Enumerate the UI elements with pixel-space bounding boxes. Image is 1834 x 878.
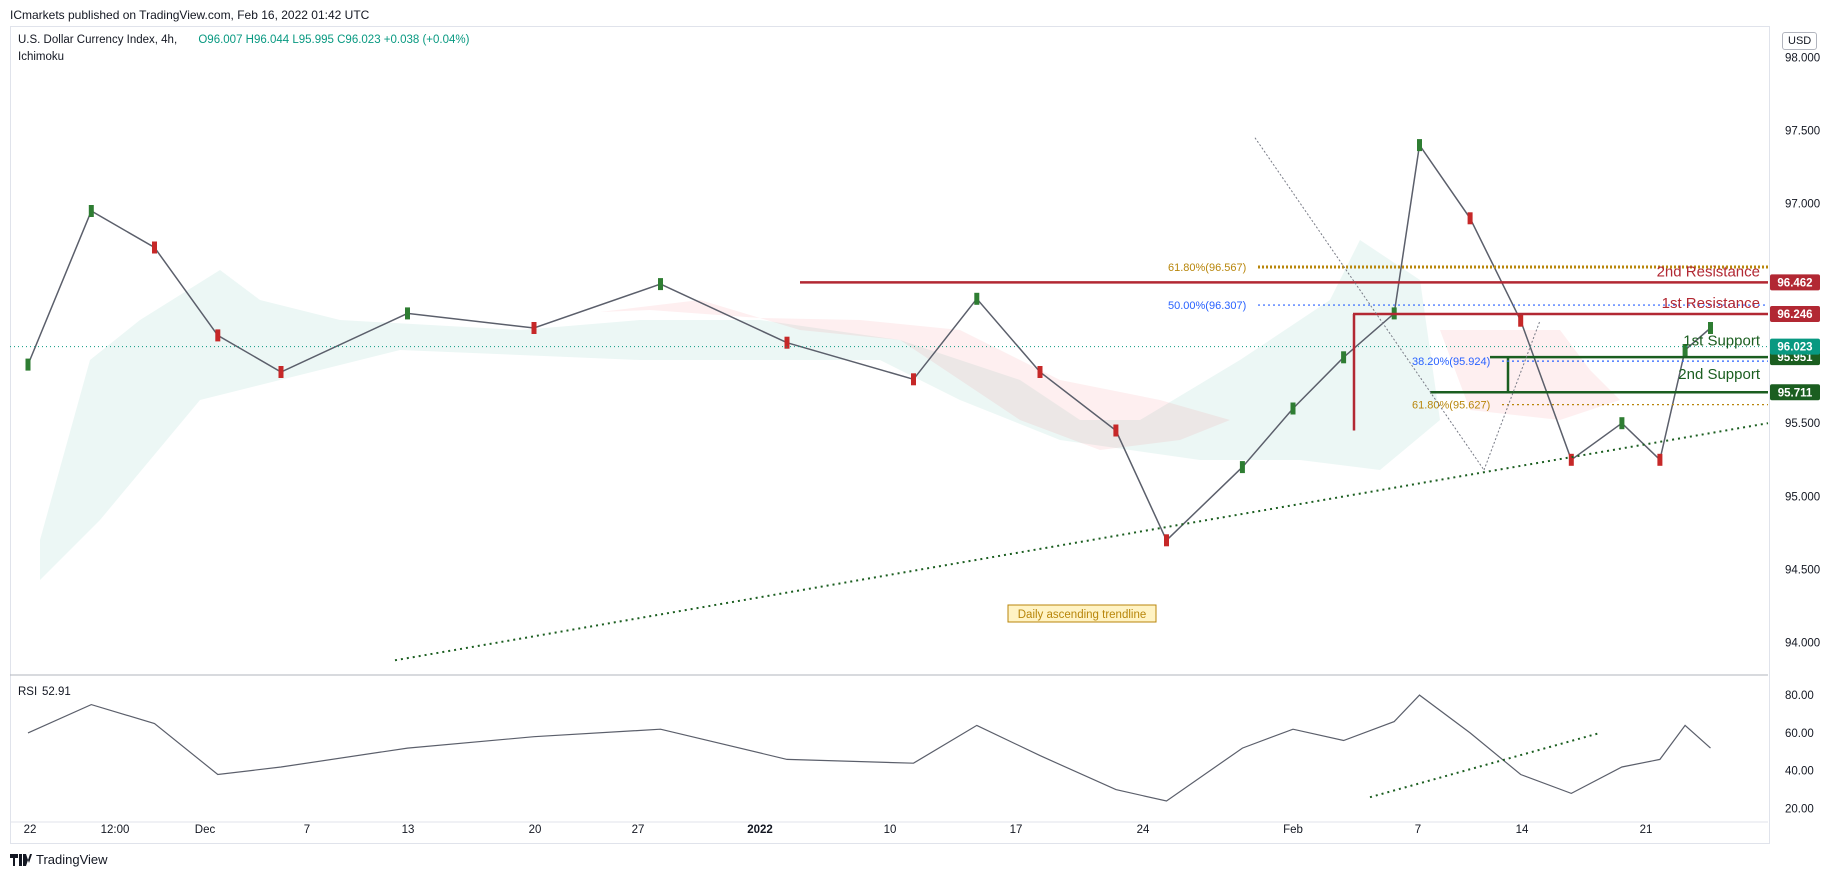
rsi-axis-tick: 20.00 bbox=[1785, 804, 1814, 816]
time-axis-tick: 12:00 bbox=[101, 824, 130, 836]
price-candle bbox=[531, 322, 537, 334]
rsi-label: RSI bbox=[18, 686, 37, 698]
price-candle bbox=[974, 292, 980, 305]
level-price-tag: 95.711 bbox=[1770, 384, 1820, 401]
time-axis-tick: 13 bbox=[402, 824, 415, 836]
time-axis-tick: 7 bbox=[304, 824, 310, 836]
chart-frame bbox=[10, 26, 1770, 844]
time-axis-tick: Dec bbox=[195, 824, 216, 836]
price-candle bbox=[405, 307, 410, 320]
ichimoku-cloud-green bbox=[40, 240, 1440, 580]
trendline-label-box bbox=[1007, 604, 1157, 623]
price-candle bbox=[1037, 366, 1043, 378]
level-annotation: 2nd Support bbox=[1678, 366, 1761, 383]
rsi-value: 52.91 bbox=[42, 686, 71, 698]
fib-diagonal bbox=[1254, 137, 1485, 471]
price-line bbox=[27, 143, 1711, 542]
price-candle bbox=[1568, 453, 1574, 466]
level-tag-text: 96.462 bbox=[1777, 277, 1812, 289]
price-candle bbox=[1341, 351, 1347, 364]
price-axis-tick: 95.000 bbox=[1785, 491, 1820, 503]
time-axis-tick: 24 bbox=[1137, 824, 1150, 836]
ohlc-values: O96.007 H96.044 L95.995 C96.023 +0.038 (… bbox=[198, 34, 470, 46]
level-tag-text: 96.246 bbox=[1777, 309, 1812, 321]
time-axis-tick: 20 bbox=[529, 824, 542, 836]
ichimoku-cloud-red bbox=[600, 300, 1230, 450]
price-candle bbox=[1657, 453, 1663, 466]
level-tag-bg bbox=[1770, 274, 1820, 291]
price-candle bbox=[1113, 424, 1119, 437]
tradingview-logo-icon bbox=[10, 853, 32, 866]
price-candle bbox=[1290, 402, 1296, 415]
price-candle bbox=[88, 205, 94, 217]
price-candle bbox=[1467, 212, 1473, 225]
price-axis-tick: 94.000 bbox=[1785, 638, 1820, 650]
price-candle bbox=[1518, 314, 1524, 327]
price-candle bbox=[911, 373, 916, 386]
rsi-trendline bbox=[1369, 731, 1601, 799]
price-axis-tick: 97.500 bbox=[1785, 125, 1820, 137]
level-tag-bg bbox=[1770, 384, 1820, 401]
trendline-label-text: Daily ascending trendline bbox=[1018, 609, 1147, 621]
level-price-tag: 96.246 bbox=[1770, 305, 1820, 322]
fib-label: 38.20%(95.924) bbox=[1412, 356, 1490, 368]
time-axis-tick: 10 bbox=[884, 824, 897, 836]
time-axis-tick: 21 bbox=[1640, 824, 1653, 836]
rsi-axis-tick: 40.00 bbox=[1785, 766, 1814, 778]
rsi-axis-tick: 80.00 bbox=[1785, 690, 1814, 702]
ichimoku-cloud-red-right bbox=[1440, 330, 1620, 420]
time-axis-tick: 2022 bbox=[747, 824, 773, 836]
price-axis-tick: 94.500 bbox=[1785, 565, 1820, 577]
price-candle bbox=[215, 329, 221, 342]
last-price-tag-bg bbox=[1770, 338, 1820, 355]
last-price-tag-text: 96.023 bbox=[1777, 342, 1812, 354]
level-annotation: 1st Resistance bbox=[1662, 295, 1760, 312]
time-axis-tick: 14 bbox=[1516, 824, 1529, 836]
price-candle bbox=[1619, 417, 1625, 430]
price-candle bbox=[1164, 534, 1169, 547]
price-axis-tick: 95.500 bbox=[1785, 418, 1820, 430]
price-axis-tick: 98.000 bbox=[1785, 52, 1820, 64]
price-candle bbox=[1682, 344, 1688, 356]
time-axis-tick: 22 bbox=[24, 824, 37, 836]
price-candle bbox=[1239, 461, 1245, 474]
level-tag-text: 95.951 bbox=[1777, 352, 1813, 364]
time-axis-tick: 27 bbox=[632, 824, 645, 836]
rsi-axis-tick: 60.00 bbox=[1785, 728, 1814, 740]
symbol-legend: U.S. Dollar Currency Index, 4h, O96.007 … bbox=[18, 34, 469, 46]
trendline-label: Daily ascending trendline bbox=[1007, 604, 1157, 623]
daily-ascending-trendline bbox=[394, 422, 1769, 662]
fib-label: 61.80%(95.627) bbox=[1412, 400, 1490, 412]
footer-brand-text: TradingView bbox=[36, 852, 108, 867]
currency-badge[interactable]: USD bbox=[1782, 32, 1818, 50]
level-tag-bg bbox=[1770, 305, 1820, 322]
price-candle bbox=[784, 336, 790, 349]
price-candle bbox=[278, 366, 284, 378]
fib-label: 61.80%(96.567) bbox=[1168, 262, 1246, 274]
publisher-line: ICmarkets published on TradingView.com, … bbox=[10, 8, 370, 22]
price-candle bbox=[25, 358, 31, 371]
price-candle bbox=[1708, 322, 1713, 334]
price-candle bbox=[152, 241, 157, 254]
indicator-label: Ichimoku bbox=[18, 51, 65, 63]
level-annotation: 2nd Resistance bbox=[1657, 263, 1760, 280]
fib-diagonal-2 bbox=[1483, 320, 1541, 471]
symbol-title: U.S. Dollar Currency Index, 4h, bbox=[18, 34, 178, 46]
rsi-line bbox=[27, 694, 1711, 802]
time-axis-tick: Feb bbox=[1283, 824, 1303, 836]
footer-brand: TradingView bbox=[10, 852, 108, 867]
time-axis-tick: 17 bbox=[1010, 824, 1023, 836]
level-annotation: 1st Support bbox=[1683, 332, 1761, 349]
fib-label: 50.00%(96.307) bbox=[1168, 300, 1246, 312]
level-tag-text: 95.711 bbox=[1778, 387, 1813, 399]
price-candle bbox=[1417, 139, 1422, 152]
level-price-tag: 96.462 bbox=[1770, 274, 1820, 291]
price-candle bbox=[658, 278, 663, 291]
time-axis-tick: 7 bbox=[1415, 824, 1421, 836]
price-axis-tick: 97.000 bbox=[1785, 199, 1820, 211]
